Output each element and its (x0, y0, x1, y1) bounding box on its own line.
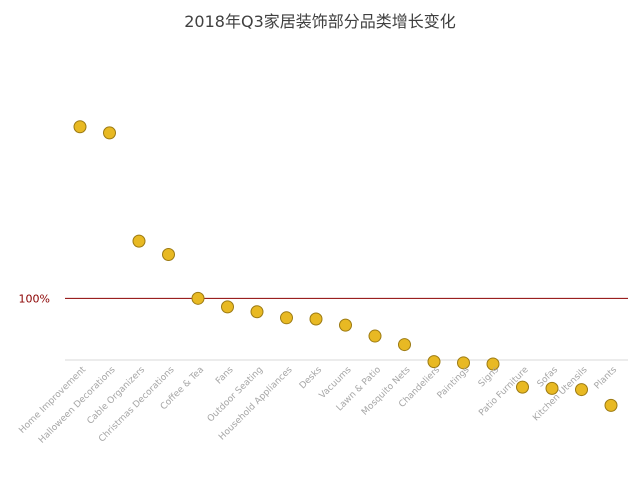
category-label: Paintings (436, 365, 472, 401)
data-point (191, 291, 205, 305)
data-point (427, 355, 441, 369)
category-label: Outdoor Seating (206, 365, 265, 424)
category-label: Fans (214, 365, 236, 387)
data-point (73, 120, 87, 134)
data-point (457, 356, 470, 370)
data-point (221, 300, 234, 314)
data-point (575, 383, 588, 397)
chart-title: 2018年Q3家居装饰部分品类增长变化 (184, 12, 456, 31)
data-point (604, 398, 618, 412)
data-point (309, 312, 323, 326)
data-point (250, 305, 264, 319)
data-point (339, 318, 352, 332)
data-point (486, 357, 500, 371)
reference-line-label: 100% (19, 292, 50, 305)
data-point (132, 234, 146, 248)
data-point (162, 248, 175, 262)
category-label: Desks (298, 365, 324, 391)
data-point (280, 311, 293, 325)
data-point (545, 381, 559, 395)
data-point (368, 329, 382, 343)
points-layer (73, 120, 618, 412)
data-point (516, 380, 529, 394)
data-point (398, 338, 411, 352)
category-label: Plants (593, 365, 620, 392)
data-point (103, 126, 116, 140)
